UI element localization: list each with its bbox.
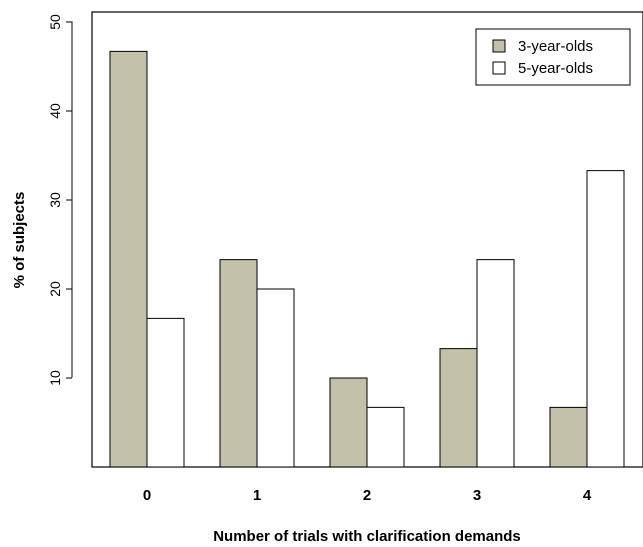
bar-5yr-0	[146, 317, 185, 468]
y-tick-label: 40	[47, 103, 63, 119]
bar-5yr-4	[586, 170, 625, 468]
legend-label-3yr: 3-year-olds	[518, 38, 593, 55]
y-tick-label: 10	[47, 370, 63, 386]
bar-3yr-2	[329, 377, 368, 468]
x-tick-label: 4	[583, 487, 592, 504]
legend-swatch-3yr	[492, 39, 506, 53]
y-tick-label: 20	[47, 281, 63, 297]
bar-5yr-3	[476, 259, 515, 468]
legend-label-5yr: 5-year-olds	[518, 60, 593, 77]
bars-group	[109, 50, 625, 468]
bar-3yr-3	[439, 348, 478, 468]
x-tick-label: 3	[473, 487, 481, 504]
x-tick-label: 0	[143, 487, 151, 504]
bar-5yr-2	[366, 406, 405, 468]
y-axis-title: % of subjects	[11, 192, 28, 289]
legend-box	[475, 28, 631, 86]
bar-3yr-4	[549, 406, 588, 468]
bar-3yr-0	[109, 50, 148, 468]
bar-5yr-1	[256, 288, 295, 468]
x-tick-labels: 0 1 2 3 4	[143, 487, 592, 504]
x-axis-title: Number of trials with clarification dema…	[213, 528, 521, 545]
y-tick-label: 30	[47, 192, 63, 208]
bar-3yr-1	[219, 259, 258, 468]
y-axis: 10 20 30 40 50	[47, 14, 73, 386]
x-tick-label: 2	[363, 487, 371, 504]
y-tick-label: 50	[47, 14, 63, 30]
x-tick-label: 1	[253, 487, 261, 504]
legend-swatch-5yr	[492, 61, 506, 75]
legend: 3-year-olds 5-year-olds	[475, 28, 631, 86]
